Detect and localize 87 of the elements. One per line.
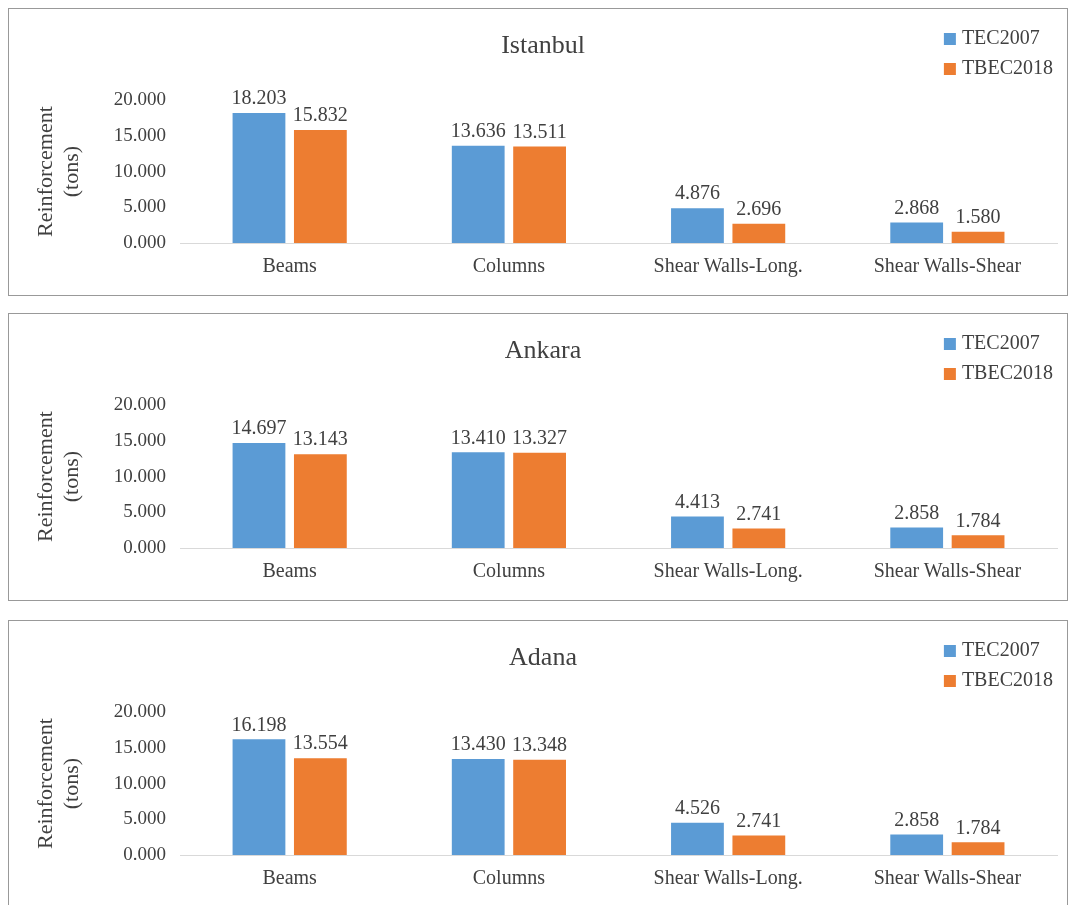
bar [671, 516, 724, 548]
x-tick-label: Columns [472, 254, 546, 277]
text: 2.741 [736, 501, 782, 524]
bar [671, 822, 724, 855]
bar [890, 527, 944, 548]
x-tick-label: Shear Walls-Shear [873, 559, 1022, 582]
y-tick-label: 5.000 [123, 500, 167, 522]
y-tick-label: 20.000 [113, 700, 167, 722]
x-tick-label: Shear Walls-Long. [653, 559, 803, 583]
legend-label: TBEC2018 [961, 668, 1054, 691]
text: 2.868 [894, 195, 940, 218]
bar [451, 452, 505, 548]
legend-label: TEC2007 [961, 331, 1040, 354]
text: 13.636 [450, 118, 506, 141]
y-tick-label: 20.000 [113, 393, 167, 415]
y-tick-label: 15.000 [113, 428, 167, 450]
bar [951, 842, 1005, 855]
text: 13.143 [292, 427, 348, 450]
bar [293, 129, 347, 243]
bar [732, 835, 786, 855]
y-tick-label: 10.000 [113, 464, 167, 486]
bar [732, 528, 786, 548]
bar [232, 443, 286, 548]
y-tick-label: 15.000 [113, 735, 167, 757]
y-tick-label: 15.000 [113, 123, 167, 145]
text: 13.554 [292, 731, 348, 754]
y-tick-label: 5.000 [123, 195, 167, 217]
text: 2.741 [736, 808, 782, 831]
y-tick-label: 0.000 [123, 230, 167, 252]
bar [232, 739, 286, 855]
legend-label: TEC2007 [961, 26, 1040, 49]
bar [451, 145, 505, 243]
bar [293, 454, 347, 548]
text: 2.696 [736, 197, 782, 219]
chart-title: Adana [509, 642, 578, 672]
text: 13.348 [512, 732, 568, 755]
y-tick-label: 10.000 [113, 771, 167, 793]
y-axis-title: Reinforcement (tons) [31, 106, 84, 237]
y-axis-title: Reinforcement (tons) [31, 718, 84, 849]
x-tick-label: Beams [262, 559, 318, 582]
chart-title: Istanbul [501, 30, 585, 60]
x-tick-label: Columns [472, 866, 546, 889]
text: 13.327 [512, 426, 568, 449]
chart-title: Ankara [504, 335, 582, 365]
x-tick-label: Beams [262, 866, 318, 889]
bar [951, 231, 1005, 243]
text: 4.876 [674, 181, 720, 204]
y-tick-label: 20.000 [113, 88, 167, 110]
bar [513, 146, 566, 243]
text: 1.784 [955, 508, 1001, 531]
text: 14.697 [231, 416, 287, 439]
bar [890, 834, 944, 855]
bar [671, 208, 724, 243]
legend-label: TBEC2018 [961, 56, 1054, 79]
bar [890, 222, 944, 243]
y-tick-label: 5.000 [123, 807, 167, 829]
y-tick-label: 10.000 [113, 159, 167, 181]
x-tick-label: Beams [262, 254, 318, 277]
text: 15.832 [292, 103, 348, 126]
text: 16.198 [231, 712, 287, 735]
x-tick-label: Shear Walls-Shear [873, 254, 1022, 277]
text: 13.511 [512, 119, 567, 142]
bar [732, 223, 786, 243]
x-tick-label: Shear Walls-Long. [653, 866, 803, 890]
text: 4.413 [674, 489, 720, 512]
y-tick-label: 0.000 [123, 842, 167, 864]
y-axis-title: Reinforcement (tons) [31, 411, 84, 542]
x-tick-label: Columns [472, 559, 546, 582]
y-tick-label: 0.000 [123, 535, 167, 557]
legend-label: TBEC2018 [961, 361, 1054, 384]
text: 18.203 [231, 86, 287, 109]
text: 13.430 [450, 732, 506, 755]
bar [513, 759, 566, 855]
bar [951, 535, 1005, 548]
text: 2.858 [894, 807, 940, 830]
text: 4.526 [674, 795, 720, 818]
bar [513, 452, 566, 548]
bar [451, 759, 505, 855]
text: 2.858 [894, 500, 940, 523]
x-tick-label: Shear Walls-Shear [873, 866, 1022, 889]
text: 1.784 [955, 815, 1001, 838]
text: 1.580 [955, 204, 1001, 227]
bar [232, 113, 286, 243]
legend-label: TEC2007 [961, 638, 1040, 661]
text: 13.410 [450, 425, 506, 448]
x-tick-label: Shear Walls-Long. [653, 254, 803, 278]
bar [293, 758, 347, 855]
